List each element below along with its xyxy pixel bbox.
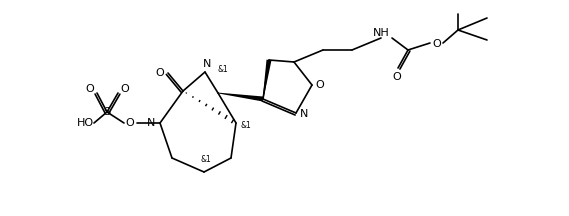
- Text: O: O: [126, 118, 134, 128]
- Polygon shape: [218, 93, 263, 102]
- Text: O: O: [432, 39, 442, 49]
- Text: N: N: [203, 59, 211, 69]
- Text: O: O: [156, 68, 164, 78]
- Text: S: S: [104, 107, 110, 117]
- Text: &1: &1: [218, 65, 229, 75]
- Text: &1: &1: [201, 156, 211, 165]
- Text: O: O: [121, 84, 129, 94]
- Text: NH: NH: [373, 28, 389, 38]
- Text: &1: &1: [241, 121, 251, 130]
- Text: O: O: [393, 72, 401, 82]
- Polygon shape: [263, 60, 271, 99]
- Text: N: N: [300, 109, 308, 119]
- Text: O: O: [85, 84, 94, 94]
- Text: O: O: [316, 80, 324, 90]
- Text: HO: HO: [76, 118, 93, 128]
- Text: N: N: [147, 118, 155, 128]
